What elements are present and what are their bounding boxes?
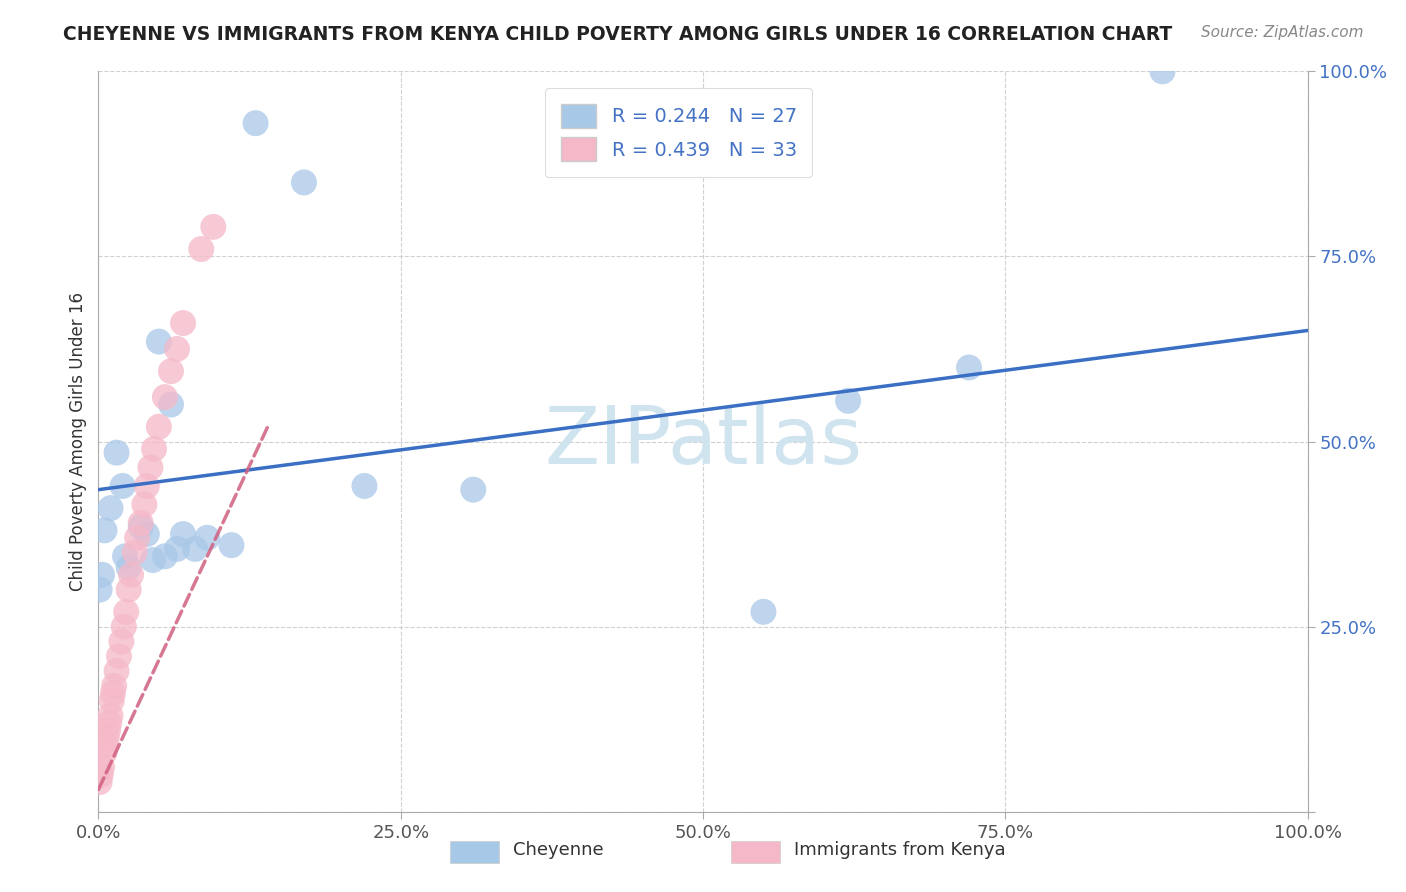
Point (166, 342, 188, 356)
Point (101, 686, 124, 700)
Point (97, 723, 120, 738)
Text: Cheyenne: Cheyenne (513, 840, 603, 859)
Point (172, 527, 194, 541)
Point (105, 445, 128, 459)
Point (353, 479, 375, 493)
Point (112, 619, 135, 633)
Point (114, 549, 136, 564)
Y-axis label: Child Poverty Among Girls Under 16: Child Poverty Among Girls Under 16 (69, 292, 87, 591)
Point (195, 531, 218, 545)
Point (160, 364, 183, 378)
Point (105, 664, 128, 678)
Point (100, 501, 122, 516)
Point (153, 390, 176, 404)
Point (1152, 64, 1174, 78)
Point (91, 567, 114, 582)
Point (96, 731, 118, 745)
Point (89, 775, 111, 789)
Point (94, 738, 117, 752)
Point (135, 527, 157, 541)
Text: CHEYENNE VS IMMIGRANTS FROM KENYA CHILD POVERTY AMONG GIRLS UNDER 16 CORRELATION: CHEYENNE VS IMMIGRANTS FROM KENYA CHILD … (63, 25, 1173, 44)
Point (91, 760, 114, 774)
Point (134, 498, 156, 512)
Point (124, 546, 146, 560)
Point (463, 483, 485, 497)
Point (172, 316, 194, 330)
Point (245, 116, 267, 130)
Point (100, 708, 122, 723)
Point (98, 715, 121, 730)
Point (837, 393, 859, 408)
Text: Immigrants from Kenya: Immigrants from Kenya (794, 840, 1007, 859)
Point (221, 538, 243, 552)
Point (89, 582, 111, 597)
Point (292, 175, 315, 190)
Point (160, 398, 183, 412)
Point (142, 553, 165, 567)
Point (110, 634, 132, 648)
Point (100, 694, 122, 708)
Point (111, 479, 134, 493)
Point (115, 605, 138, 619)
Point (139, 460, 162, 475)
Point (90, 767, 112, 781)
Point (957, 360, 980, 375)
Point (135, 479, 157, 493)
Point (129, 516, 152, 530)
Text: Source: ZipAtlas.com: Source: ZipAtlas.com (1201, 25, 1364, 40)
Point (190, 242, 212, 256)
Text: ZIPatlas: ZIPatlas (544, 402, 862, 481)
Point (143, 442, 166, 456)
Point (129, 519, 152, 533)
Point (127, 531, 149, 545)
Point (120, 567, 142, 582)
Point (93, 746, 115, 760)
Point (118, 560, 141, 574)
Point (118, 582, 141, 597)
Point (108, 649, 131, 664)
Point (148, 334, 170, 349)
Legend: R = 0.244   N = 27, R = 0.439   N = 33: R = 0.244 N = 27, R = 0.439 N = 33 (546, 88, 813, 177)
Point (93, 524, 115, 538)
Point (202, 219, 225, 234)
Point (166, 541, 188, 556)
Point (103, 679, 125, 693)
Point (148, 419, 170, 434)
Point (184, 541, 207, 556)
Point (153, 549, 176, 564)
Point (752, 605, 775, 619)
